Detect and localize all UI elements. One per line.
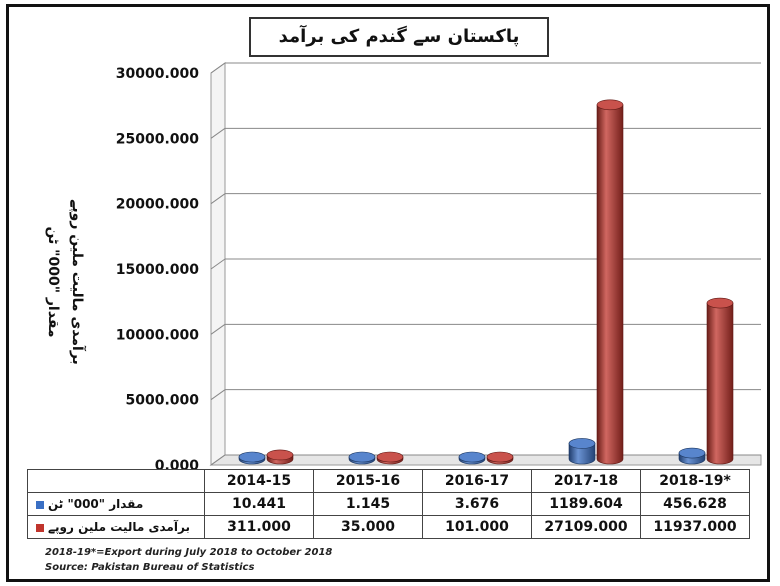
legend-swatch-red <box>36 523 44 532</box>
bar-value <box>596 104 624 465</box>
footnote-source: Source: Pakistan Bureau of Statistics <box>45 562 255 573</box>
y-tick-label: 15000.000 <box>116 262 200 278</box>
table-value-cell: 27109.000 <box>531 515 641 539</box>
table-category-cell: 2018-19* <box>640 469 750 493</box>
table-category-cell: 2014-15 <box>204 469 314 493</box>
chart-frame: پاکستان سے گندم کی برآمد مقدار "000" ٹن … <box>6 4 770 582</box>
table-value-cell: 101.000 <box>422 515 532 539</box>
table-value-cell: 35.000 <box>313 515 423 539</box>
table-category-cell: 2016-17 <box>422 469 532 493</box>
series-name-value: برآمدی مالیت ملین روپے <box>48 520 190 534</box>
y-tick-label: 10000.000 <box>116 327 200 343</box>
table-category-cell: 2015-16 <box>313 469 423 493</box>
bar-top-value <box>596 99 624 111</box>
bar-quantity <box>568 443 596 465</box>
table-value-cell: 311.000 <box>204 515 314 539</box>
gridline-depth <box>210 389 226 401</box>
chart-title: پاکستان سے گندم کی برآمد <box>249 17 549 57</box>
bar-top-quantity <box>678 447 706 459</box>
bar-top-quantity <box>458 451 486 463</box>
gridline-depth <box>210 62 226 74</box>
bar-top-value <box>486 451 514 463</box>
footnote-export-period: 2018-19*=Export during July 2018 to Octo… <box>45 547 333 558</box>
y-tick-label: 20000.000 <box>116 197 200 213</box>
table-header-row: 2014-15 2015-16 2016-17 2017-18 2018-19* <box>27 469 750 493</box>
table-value-cell: 11937.000 <box>640 515 750 539</box>
bar-value <box>706 302 734 465</box>
plot-area: 0.0005000.00010000.00015000.00020000.000… <box>116 62 762 474</box>
table-row-value: برآمدی مالیت ملین روپے 311.000 35.000 10… <box>27 515 750 539</box>
gridline-depth <box>210 454 226 466</box>
legend-entry-value: برآمدی مالیت ملین روپے <box>27 515 205 539</box>
data-table: 2014-15 2015-16 2016-17 2017-18 2018-19*… <box>27 469 750 539</box>
table-value-cell: 1.145 <box>313 492 423 516</box>
gridline-depth <box>210 323 226 335</box>
table-category-cell: 2017-18 <box>531 469 641 493</box>
bar-top-quantity <box>348 451 376 463</box>
table-value-cell: 3.676 <box>422 492 532 516</box>
legend-swatch-blue <box>36 500 44 509</box>
table-corner-cell <box>27 469 205 493</box>
bar-top-value <box>376 451 404 463</box>
floor <box>209 454 762 466</box>
table-value-cell: 10.441 <box>204 492 314 516</box>
series-name-quantity: مقدار "000" ٹن <box>48 497 144 511</box>
bar-top-value <box>706 297 734 309</box>
footnotes: 2018-19*=Export during July 2018 to Octo… <box>45 545 332 575</box>
y-tick-label: 25000.000 <box>116 131 200 147</box>
table-row-quantity: مقدار "000" ٹن 10.441 1.145 3.676 1189.6… <box>27 492 750 516</box>
bar-top-quantity <box>238 451 266 463</box>
gridline-depth <box>210 127 226 139</box>
bar-top-quantity <box>568 438 596 449</box>
table-value-cell: 1189.604 <box>531 492 641 516</box>
bar-top-value <box>266 449 294 461</box>
y-tick-label: 30000.000 <box>116 66 200 82</box>
y-tick-label: 5000.000 <box>125 393 199 409</box>
gridline-depth <box>210 258 226 270</box>
legend-entry-quantity: مقدار "000" ٹن <box>27 492 205 516</box>
gridline-depth <box>210 193 226 205</box>
table-value-cell: 456.628 <box>640 492 750 516</box>
